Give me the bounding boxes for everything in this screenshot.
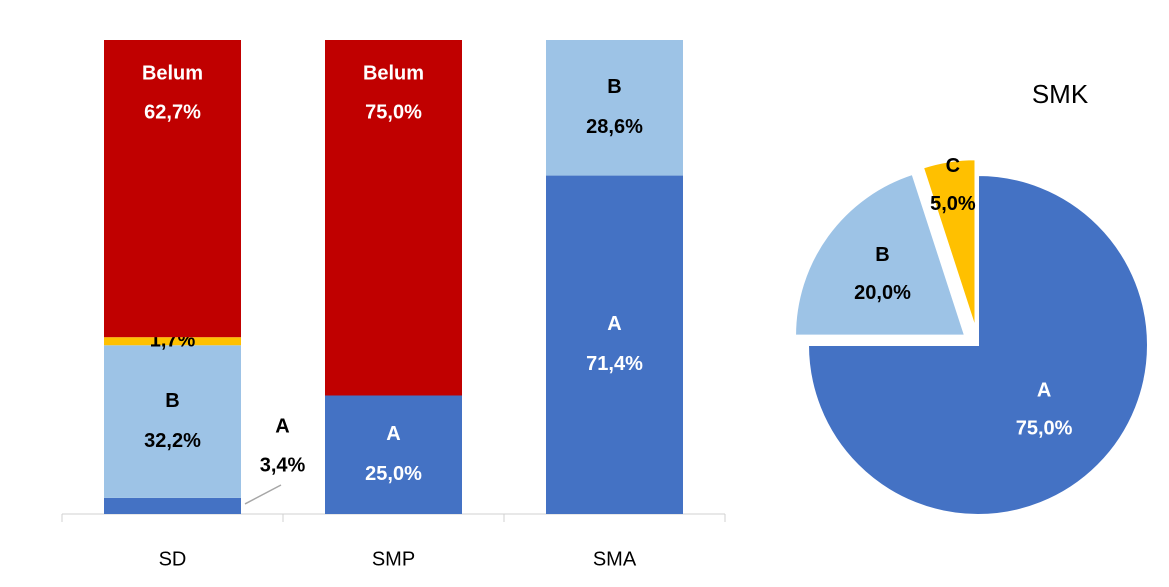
- bar-segment: [104, 337, 241, 346]
- pie-label: 75,0%: [1016, 417, 1073, 439]
- data-label-name: B: [165, 390, 179, 412]
- leader-line: [244, 484, 282, 505]
- pie-label-name: B: [875, 244, 889, 266]
- data-label: 75,0%: [365, 101, 422, 123]
- data-label-name: Belum: [142, 62, 203, 84]
- bar-segment: [325, 40, 462, 396]
- pie-slice: [921, 158, 977, 330]
- pie-label: 20,0%: [854, 282, 911, 304]
- bar-segment: [104, 497, 241, 514]
- data-label-name: B: [607, 76, 621, 98]
- bar-segment: [546, 175, 683, 514]
- data-label-name: A: [386, 423, 400, 445]
- pie-slice: [794, 172, 967, 337]
- data-label: 28,6%: [586, 116, 643, 138]
- pie-title: SMK: [1032, 79, 1089, 109]
- pie-label: 5,0%: [930, 193, 976, 215]
- pie-slice: [806, 173, 1149, 516]
- x-tick-label: SD: [159, 548, 187, 570]
- pie-label-name: C: [946, 155, 960, 177]
- data-label: 25,0%: [365, 463, 422, 485]
- x-tick-label: SMP: [372, 548, 415, 570]
- bar-segment: [325, 395, 462, 514]
- bar-segment: [104, 40, 241, 338]
- data-label: 62,7%: [144, 101, 201, 123]
- x-tick-label: SMA: [593, 548, 637, 570]
- data-label-name: A: [607, 313, 621, 335]
- pie-label-name: A: [1037, 379, 1051, 401]
- data-label: 71,4%: [586, 353, 643, 375]
- bar-segment: [104, 345, 241, 498]
- data-label: 32,2%: [144, 430, 201, 452]
- data-label: 3,4%: [260, 454, 306, 476]
- data-label-name: A: [275, 415, 289, 437]
- bar-segment: [546, 40, 683, 176]
- data-label-name: Belum: [363, 62, 424, 84]
